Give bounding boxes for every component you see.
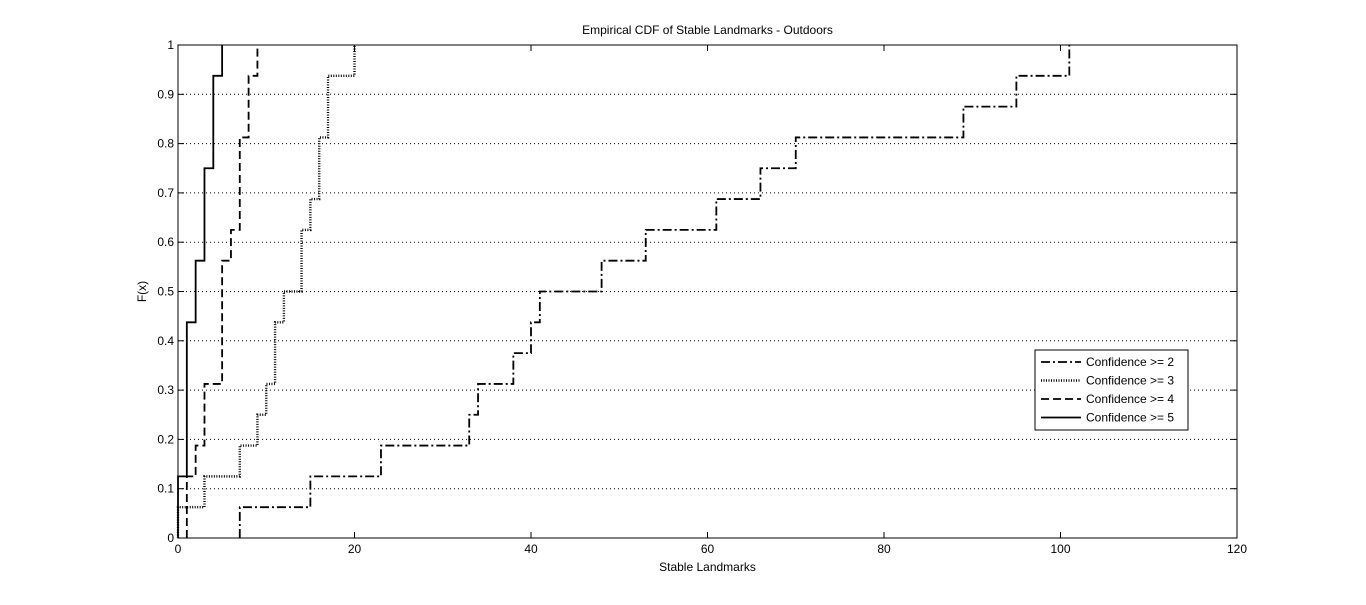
legend-label-3: Confidence >= 4: [1086, 392, 1174, 406]
series-line-4: [177, 45, 224, 538]
legend: Confidence >= 2 Confidence >= 3 Confidence…: [1034, 349, 1189, 431]
y-tick-label-10: 1: [167, 38, 174, 52]
x-axis-label: Stable Landmarks: [659, 560, 756, 574]
y-tick-label-3: 0.3: [157, 383, 174, 397]
y-tick-label-8: 0.8: [157, 137, 174, 151]
x-tick-label-6: 120: [1227, 542, 1247, 556]
y-tick-label-6: 0.6: [157, 235, 174, 249]
y-tick-label-9: 0.9: [157, 87, 174, 101]
x-tick-label-2: 40: [524, 542, 538, 556]
y-tick-label-2: 0.2: [157, 432, 174, 446]
y-axis-label: F(x): [135, 281, 149, 302]
legend-label-1: Confidence >= 2: [1086, 355, 1174, 369]
y-tick-label-7: 0.7: [157, 186, 174, 200]
x-tick-label-5: 100: [1050, 542, 1070, 556]
y-tick-label-1: 0.1: [157, 482, 174, 496]
y-tick-label-0: 0: [167, 531, 174, 545]
x-tick-label-0: 0: [175, 542, 182, 556]
legend-label-4: Confidence >= 5: [1086, 411, 1174, 425]
y-tick-label-4: 0.4: [157, 334, 174, 348]
series-line-3: [185, 45, 259, 538]
series-line-1: [238, 45, 1071, 538]
x-tick-label-3: 60: [701, 542, 715, 556]
series-lines: [176, 45, 1071, 538]
x-tick-label-4: 80: [877, 542, 891, 556]
chart-title: Empirical CDF of Stable Landmarks - Outd…: [582, 23, 833, 37]
axis-ticks: [177, 44, 1238, 539]
legend-label-2: Confidence >= 3: [1086, 374, 1174, 388]
y-tick-label-5: 0.5: [157, 285, 174, 299]
series-line-2: [176, 45, 356, 538]
tick-labels: 0 20 40 60 80 100 120 0 0.1 0.2 0.3 0.4 0.5 0.6 0.7 0.8…: [157, 38, 1247, 556]
x-tick-label-1: 20: [348, 542, 362, 556]
